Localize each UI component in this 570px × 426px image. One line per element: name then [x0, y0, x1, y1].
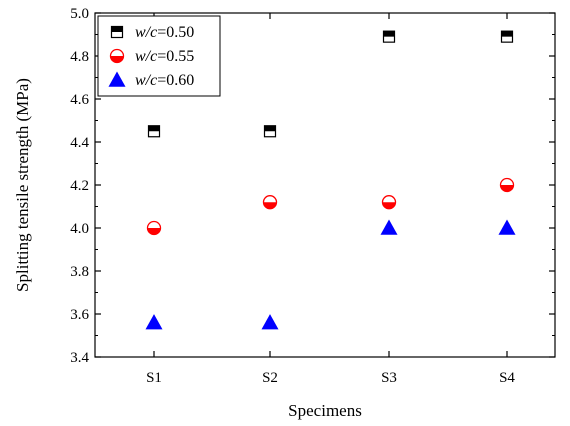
y-axis: 3.4 3.6 3.8 4.0 4.2 4.4 4.6 4.8 5.0	[70, 6, 555, 366]
point-s1-s4-fill	[501, 31, 513, 37]
point-s2-s4-fill	[500, 185, 514, 192]
legend-label-1-prefix: w/c	[135, 24, 157, 41]
point-s2-s3-fill	[382, 202, 396, 209]
x-axis: S1 S2 S3 S4	[146, 13, 515, 386]
x-tick-label-3: S4	[499, 370, 515, 386]
point-s3-s3	[380, 219, 398, 235]
legend-label-1: w/c=0.50	[135, 24, 194, 41]
data-markers	[145, 30, 516, 330]
legend-marker-2	[109, 48, 125, 64]
point-s1-s4	[500, 30, 514, 43]
point-s2-s2-fill	[263, 202, 277, 209]
x-tick-label-0: S1	[146, 370, 162, 386]
y-tick-label-1: 3.6	[70, 307, 89, 323]
point-s1-s2-fill	[264, 125, 276, 132]
point-s1-s3	[382, 30, 396, 43]
y-tick-label-0: 3.4	[70, 350, 89, 366]
legend-label-3-value: =0.60	[157, 72, 194, 89]
x-tick-label-2: S3	[381, 370, 397, 386]
point-s2-s2	[262, 195, 278, 210]
point-s3-s2	[261, 314, 279, 330]
point-s2-s1-fill	[147, 228, 161, 235]
legend-marker-2-fill	[110, 56, 124, 63]
y-tick-label-7: 4.8	[70, 49, 89, 65]
legend: w/c=0.50w/c=0.55w/c=0.60	[97, 15, 221, 97]
y-axis-title: Splitting tensile strength (MPa)	[13, 78, 32, 292]
point-s2-s3	[381, 195, 397, 210]
point-s1-s3-fill	[383, 31, 395, 37]
point-s1-s1	[147, 125, 161, 138]
y-tick-label-4: 4.2	[70, 178, 89, 194]
point-s3-s4	[498, 219, 516, 235]
legend-label-3-prefix: w/c	[135, 72, 157, 89]
point-s2-s4	[499, 177, 515, 193]
y-tick-label-5: 4.4	[70, 135, 89, 151]
legend-marker-1	[110, 25, 124, 39]
y-tick-label-3: 4.0	[70, 221, 89, 237]
legend-marker-3	[108, 71, 126, 87]
y-tick-label-6: 4.6	[70, 92, 89, 108]
point-s3-s1	[145, 314, 163, 330]
point-s2-s1	[146, 220, 162, 236]
legend-label-3: w/c=0.60	[135, 72, 194, 89]
legend-label-1-value: =0.50	[157, 24, 194, 41]
x-axis-title: Specimens	[288, 401, 362, 420]
x-tick-label-1: S2	[262, 370, 278, 386]
point-s1-s1-fill	[148, 125, 160, 132]
legend-label-2-prefix: w/c	[135, 48, 157, 65]
y-tick-label-8: 5.0	[70, 6, 89, 22]
y-tick-label-2: 3.8	[70, 264, 89, 280]
point-s1-s2	[263, 125, 277, 138]
legend-marker-1-fill	[111, 26, 123, 32]
legend-label-2-value: =0.55	[157, 48, 194, 65]
legend-label-2: w/c=0.55	[135, 48, 194, 65]
